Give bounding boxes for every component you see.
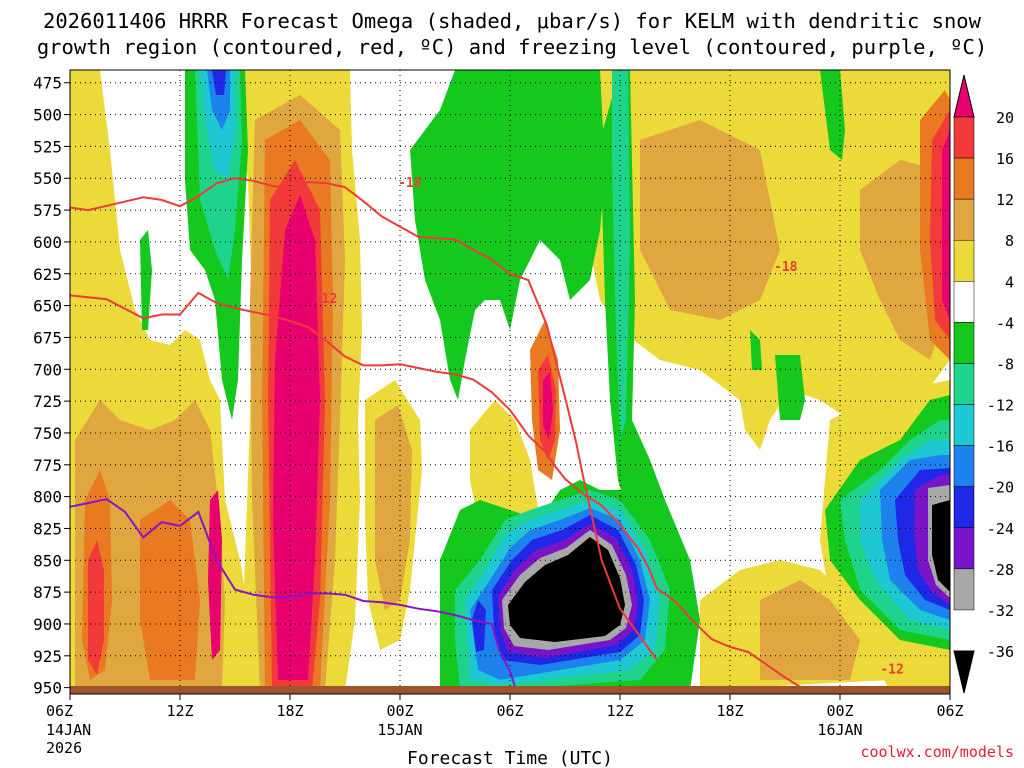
- colorbar-tick-label: -36: [987, 643, 1014, 661]
- contour-label: -18: [398, 176, 422, 191]
- y-tick-label: 725: [33, 392, 62, 411]
- y-tick-label: 875: [33, 583, 62, 602]
- colorbar-tick-label: 16: [996, 150, 1014, 168]
- y-tick-label: 825: [33, 519, 62, 538]
- colorbar-tick-label: -16: [987, 438, 1014, 456]
- colorbar-swatch: [953, 198, 975, 241]
- dgz-contour-upper: [70, 177, 658, 661]
- colorbar-bottom-arrow: [953, 650, 975, 694]
- terrain-strip: [70, 686, 950, 694]
- colorbar-tick-label: 4: [1005, 273, 1014, 291]
- colorbar-tick-label: -24: [987, 520, 1014, 538]
- freezing-level-contour: [70, 498, 519, 694]
- x-tick-label: 18Z: [276, 702, 303, 720]
- y-tick-label: 625: [33, 265, 62, 284]
- colorbar-swatch: [953, 445, 975, 487]
- x-tick-label: 06Z: [936, 702, 963, 720]
- x-tick-label: 00Z: [386, 702, 413, 720]
- contour-label: -18: [774, 260, 798, 275]
- colorbar-tick-label: 8: [1005, 232, 1014, 250]
- chart-title-line2: growth region (contoured, red, ºC) and f…: [37, 35, 987, 59]
- plot-area: -18 -18 -12 -12: [70, 70, 950, 694]
- colorbar-tick-label: 12: [996, 191, 1014, 209]
- y-tick-label: 550: [33, 169, 62, 188]
- colorbar-swatch: [953, 239, 975, 282]
- colorbar-tick-label: 20: [996, 109, 1014, 127]
- credit-text: coolwx.com/models: [860, 743, 1014, 761]
- y-tick-label: 850: [33, 551, 62, 570]
- y-tick-label: 700: [33, 360, 62, 379]
- y-tick-label: 750: [33, 424, 62, 443]
- colorbar-tick-label: -20: [987, 479, 1014, 497]
- x-tick-label: 12Z: [166, 702, 193, 720]
- colorbar-swatch: [953, 486, 975, 529]
- x-tick-sublabel: 16JAN: [817, 721, 862, 739]
- colorbar-swatch: [953, 157, 975, 200]
- y-tick-label: 650: [33, 297, 62, 316]
- contour-label: -12: [314, 292, 337, 307]
- y-tick-label: 925: [33, 647, 62, 666]
- x-tick-label: 00Z: [826, 702, 853, 720]
- y-tick-label: 950: [33, 679, 62, 698]
- y-tick-label: 675: [33, 328, 62, 347]
- omega-magenta: [208, 130, 950, 680]
- y-tick-label: 500: [33, 106, 62, 125]
- colorbar-top-arrow: [953, 74, 975, 118]
- y-tick-label: 800: [33, 488, 62, 507]
- colorbar-tick-label: -4: [996, 314, 1014, 332]
- y-tick-label: 775: [33, 456, 62, 475]
- colorbar: 20 16 12 8 4 -4 -8 -12 -16 -20 -24 -28 -32 -36: [953, 74, 1014, 694]
- y-tick-label: 575: [33, 201, 62, 220]
- y-tick-label: 475: [33, 74, 62, 93]
- colorbar-swatch: [953, 404, 975, 446]
- colorbar-tick-label: -32: [987, 602, 1014, 620]
- x-tick-label: 18Z: [716, 702, 743, 720]
- x-tick-label: 06Z: [496, 702, 523, 720]
- omega-descent: [140, 70, 950, 690]
- colorbar-tick-label: -8: [996, 355, 1014, 373]
- x-tick-sublabel: 2026: [46, 739, 82, 757]
- x-axis-title: Forecast Time (UTC): [407, 748, 613, 768]
- colorbar-swatch: [953, 363, 975, 405]
- colorbar-tick-label: -12: [987, 397, 1014, 415]
- chart-title-line1: 2026011406 HRRR Forecast Omega (shaded, …: [43, 9, 982, 33]
- colorbar-swatch: [953, 322, 975, 364]
- colorbar-swatch: [953, 116, 975, 159]
- x-tick-label: 06Z: [46, 702, 73, 720]
- colorbar-tick-label: -28: [987, 561, 1014, 579]
- colorbar-swatch: [953, 281, 975, 323]
- x-tick-sublabel: 15JAN: [377, 721, 422, 739]
- contour-lines: -18 -18 -12 -12: [70, 176, 904, 694]
- y-tick-label: 600: [33, 233, 62, 252]
- x-tick-label: 12Z: [606, 702, 633, 720]
- colorbar-swatch: [953, 527, 975, 570]
- contour-label: -12: [880, 663, 903, 678]
- y-tick-label: 525: [33, 137, 62, 156]
- dgz-contour-lower: [70, 291, 822, 694]
- y-tick-label: 900: [33, 615, 62, 634]
- x-tick-sublabel: 14JAN: [46, 721, 91, 739]
- y-axis: 475 500 525 550 575 600 625 650 675 700 725 750 775 8…: [33, 74, 70, 698]
- colorbar-swatch: [953, 568, 975, 611]
